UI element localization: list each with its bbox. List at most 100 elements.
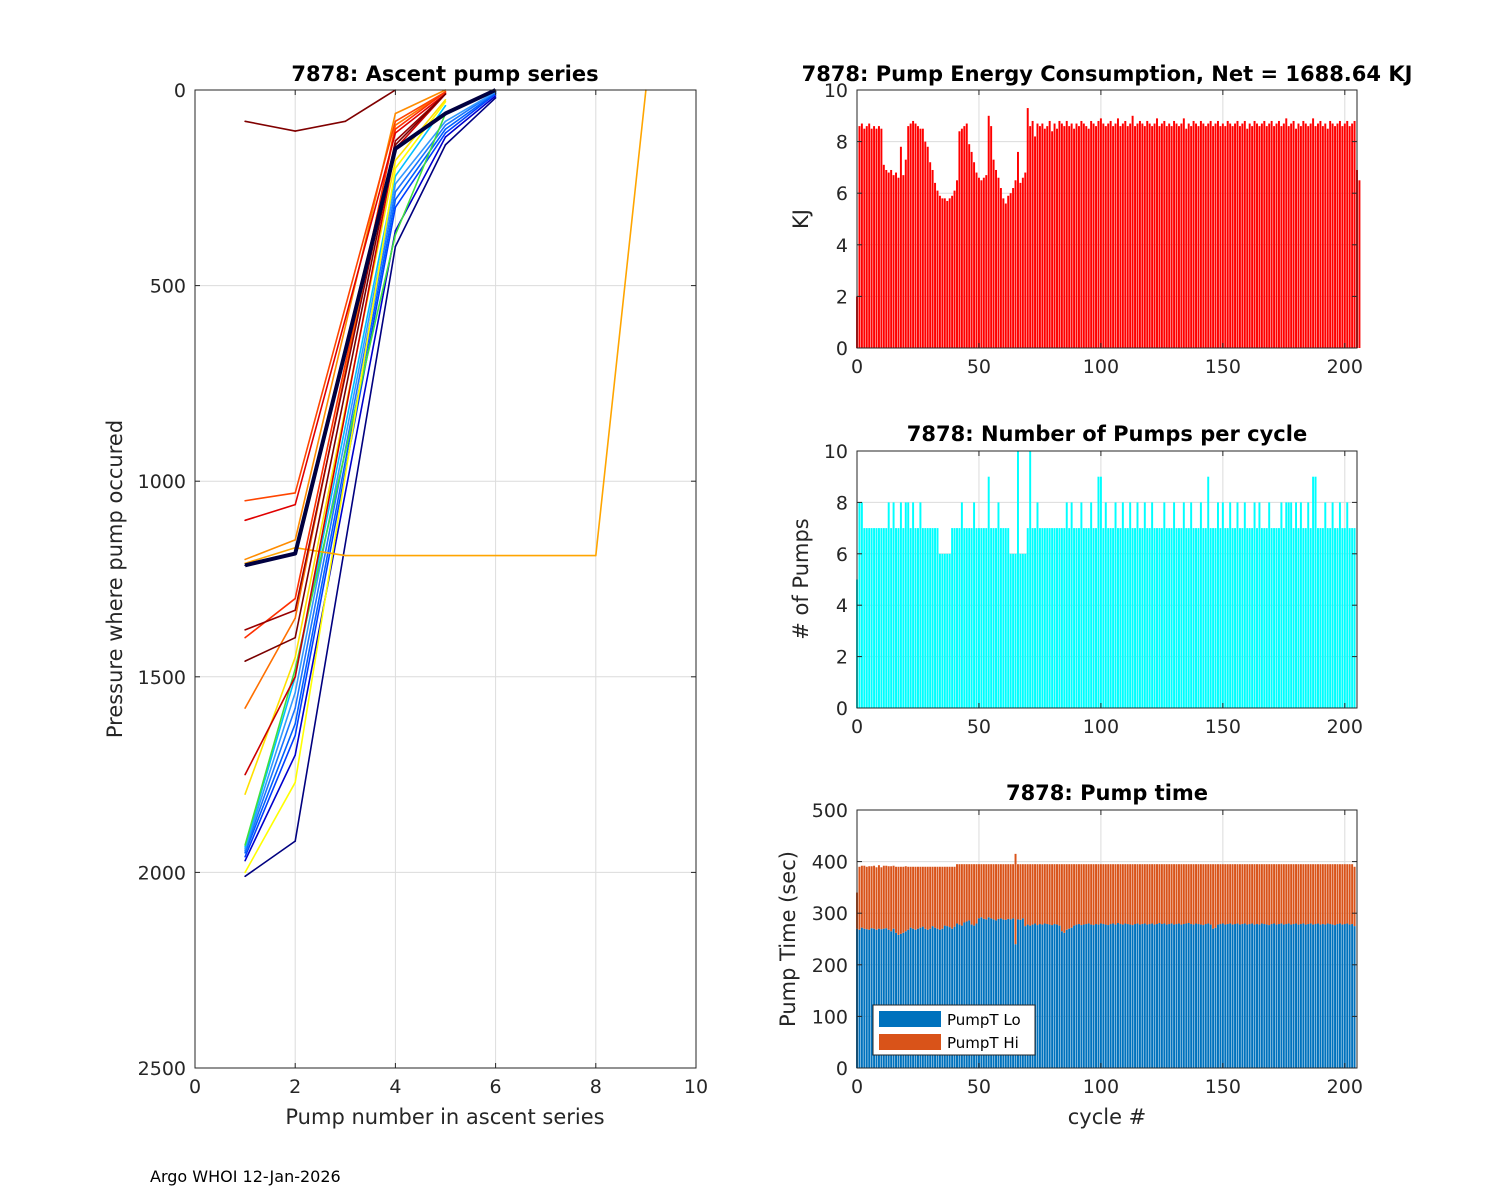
pumptime-bar-hi [1282, 864, 1285, 925]
pumptime-bar-lo [860, 927, 863, 1068]
energy-bar [1068, 126, 1071, 349]
npumps-bar [1307, 502, 1310, 708]
pumptime-bar-lo [963, 922, 966, 1068]
pumptime-bar-lo [1109, 924, 1112, 1068]
ascent-series-line-red-2 [244, 93, 447, 775]
pumptime-bar-lo [1175, 924, 1178, 1068]
energy-bar [1329, 120, 1332, 349]
npumps-bar [1012, 553, 1015, 708]
pumptime-bar-hi [1131, 864, 1134, 926]
energy-bar [1129, 123, 1132, 348]
pumptime-bar-hi [1319, 864, 1322, 925]
pumptime-bar-lo [1190, 924, 1193, 1068]
npumps-bar [1077, 528, 1080, 708]
ascent-point [244, 852, 246, 854]
energy-bar [943, 198, 946, 348]
npumps-bar [899, 502, 902, 708]
pumptime-xtick-label: 50 [967, 1076, 991, 1098]
pumptime-bar-lo [1268, 925, 1271, 1068]
energy-bar [1319, 120, 1322, 349]
npumps-bar [919, 502, 922, 708]
pumptime-bar-hi [1104, 864, 1107, 925]
energy-bar [887, 172, 890, 348]
pumptime-legend: PumpT Lo PumpT Hi [872, 1004, 1036, 1056]
npumps-bar [1353, 528, 1356, 708]
npumps-bar [1187, 528, 1190, 708]
energy-bar [1202, 123, 1205, 348]
energy-ytick-label: 10 [824, 80, 848, 102]
pumptime-bar-lo [880, 929, 883, 1068]
pumptime-bar-lo [941, 928, 944, 1068]
ascent-point [294, 781, 297, 784]
pumptime-bar-hi [868, 866, 871, 930]
ascent-point [244, 629, 246, 631]
energy-title: 7878: Pump Energy Consumption, Net = 168… [802, 62, 1413, 86]
npumps-bar [1029, 451, 1032, 708]
pumptime-bar-lo [868, 929, 871, 1068]
npumps-bar [982, 528, 985, 708]
npumps-bar [1180, 528, 1183, 708]
pumptime-bar-hi [1334, 864, 1337, 926]
npumps-bar [1343, 528, 1346, 708]
pumptime-bar-hi [1348, 864, 1351, 925]
npumps-bar [1090, 502, 1093, 708]
pumptime-bar-hi [865, 866, 868, 930]
npumps-bar [1034, 528, 1037, 708]
npumps-bar [963, 528, 966, 708]
ascent-point [394, 140, 397, 142]
pumptime-bar-hi [975, 864, 978, 924]
pumptime-bar-hi [1095, 864, 1097, 925]
pumptime-bar-lo [1229, 923, 1232, 1068]
npumps-bar [1141, 528, 1144, 708]
ascent-xtick-label: 0 [189, 1076, 201, 1098]
pumptime-bar-hi [1080, 864, 1083, 926]
energy-bar [880, 128, 883, 348]
energy-bar [1056, 128, 1058, 348]
pumptime-bar-lo [1204, 924, 1207, 1068]
pumptime-bar-hi [956, 864, 958, 924]
pumptime-bar-lo [885, 928, 888, 1068]
energy-bar [1041, 123, 1044, 348]
energy-bar [1114, 123, 1117, 348]
energy-bar [1134, 126, 1137, 349]
pumptime-bar-hi [1243, 864, 1246, 924]
pumptime-bar-hi [965, 864, 968, 922]
energy-bar [1053, 123, 1056, 348]
pumptime-bar-hi [1119, 864, 1122, 925]
energy-bar [965, 123, 968, 348]
pumptime-bar-hi [863, 865, 866, 929]
pumptime-bar-hi [1324, 864, 1327, 925]
npumps-bar [1346, 502, 1349, 708]
pumptime-bar-hi [880, 867, 883, 930]
pumptime-bar-hi [912, 866, 915, 929]
pumptime-bar-hi [1073, 864, 1076, 926]
pumptime-bar-lo [1219, 924, 1222, 1068]
npumps-ytick-label: 0 [836, 698, 848, 720]
energy-bar [1185, 128, 1188, 348]
pumptime-bar-lo [958, 924, 961, 1068]
energy-bar [1026, 108, 1029, 348]
npumps-bar [1217, 502, 1219, 708]
npumps-bar [958, 528, 961, 708]
pumptime-bar-hi [1343, 864, 1346, 925]
pumptime-bar-lo [1187, 923, 1190, 1068]
npumps-bar [1112, 528, 1115, 708]
pumptime-bar-hi [1265, 864, 1268, 925]
energy-bar [1253, 120, 1256, 349]
npumps-bar [960, 502, 963, 708]
energy-bar [919, 128, 922, 348]
npumps-bar [1129, 502, 1132, 708]
energy-bar [1346, 120, 1349, 349]
pumptime-bar-lo [870, 928, 873, 1068]
pumptime-bar-lo [892, 928, 895, 1068]
pumptime-bar-lo [1329, 924, 1332, 1068]
pumptime-bar-lo [1199, 924, 1202, 1068]
pumptime-bar-hi [1124, 864, 1127, 924]
npumps-bar [1209, 528, 1212, 708]
pumptime-bar-lo [1277, 924, 1280, 1068]
ascent-pump-panel: 0 2 4 6 8 10 0 500 1000 1500 2000 2500 7878: Ascent… [103, 62, 708, 1129]
npumps-bar [1234, 528, 1237, 708]
ascent-point [444, 143, 447, 146]
npumps-bar [892, 502, 895, 708]
ascent-point [394, 128, 397, 130]
